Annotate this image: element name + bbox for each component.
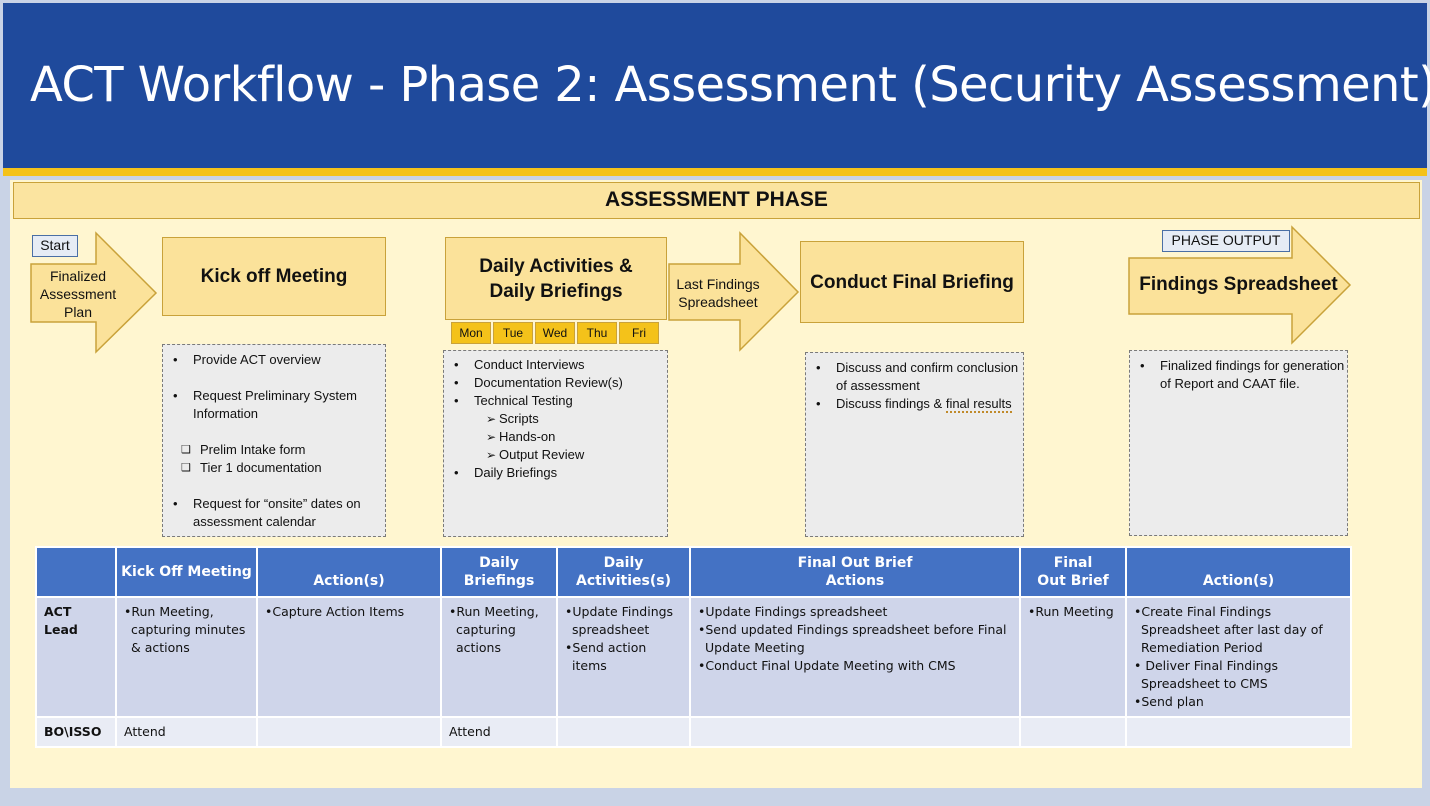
final-briefing-step: Conduct Final Briefing <box>800 241 1024 323</box>
table-cell <box>256 716 442 748</box>
findings-output-arrow <box>1128 225 1352 345</box>
kickoff-details-box: Provide ACT overview Request Preliminary… <box>162 344 386 537</box>
table-header-actions-final: Action(s) <box>1125 546 1352 598</box>
daily-detail-item: Daily Briefings <box>444 464 667 482</box>
table-cell: •Capture Action Items <box>256 596 442 718</box>
output-detail-item: Finalized findings for generation of Rep… <box>1130 357 1347 393</box>
table-cell: •Update Findings spreadsheet •Send actio… <box>556 596 691 718</box>
phase-banner: ASSESSMENT PHASE <box>13 182 1420 219</box>
daily-details-box: Conduct Interviews Documentation Review(… <box>443 350 668 537</box>
kickoff-meeting-step: Kick off Meeting <box>162 237 386 316</box>
last-findings-arrow-label: Last Findings Spreadsheet <box>676 276 760 310</box>
table-header-kickoff: Kick Off Meeting <box>115 546 258 598</box>
table-cell <box>556 716 691 748</box>
table-cell: Attend <box>115 716 258 748</box>
slide-title: ACT Workflow - Phase 2: Assessment (Secu… <box>30 57 1430 113</box>
table-header-actions: Action(s) <box>256 546 442 598</box>
table-cell: •Run Meeting, capturing actions <box>440 596 558 718</box>
findings-spreadsheet-label: Findings Spreadsheet <box>1139 274 1338 295</box>
final-detail-item: Discuss and confirm conclusion of assess… <box>806 359 1023 395</box>
day-thu: Thu <box>577 322 617 344</box>
daily-detail-item: Documentation Review(s) <box>444 374 667 392</box>
kickoff-detail-item: Request for “onsite” dates on assessment… <box>163 495 385 531</box>
daily-activities-step: Daily Activities & Daily Briefings <box>445 237 667 320</box>
day-tue: Tue <box>493 322 533 344</box>
table-cell <box>1019 716 1127 748</box>
table-cell: •Create Final Findings Spreadsheet after… <box>1125 596 1352 718</box>
final-briefing-details-box: Discuss and confirm conclusion of assess… <box>805 352 1024 537</box>
start-tag: Start <box>32 235 78 257</box>
row-label: BO\ISSO <box>35 716 117 748</box>
daily-detail-item: Technical Testing <box>444 392 667 410</box>
daily-sub-item: Scripts <box>444 410 667 428</box>
table-cell <box>689 716 1021 748</box>
phase-output-tag: PHASE OUTPUT <box>1162 230 1290 252</box>
table-cell: •Run Meeting <box>1019 596 1127 718</box>
table-cell <box>1125 716 1352 748</box>
table-header-daily-activities: Daily Activities(s) <box>556 546 691 598</box>
table-header-row: Kick Off Meeting Action(s) Daily Briefin… <box>35 546 1352 598</box>
row-label: ACT Lead <box>35 596 117 718</box>
title-bar <box>3 3 1427 168</box>
day-wed: Wed <box>535 322 575 344</box>
daily-sub-item: Hands-on <box>444 428 667 446</box>
output-details-box: Finalized findings for generation of Rep… <box>1129 350 1348 536</box>
kickoff-detail-item: Provide ACT overview <box>163 351 385 369</box>
spellcheck-underline: final results <box>945 396 1012 413</box>
table-cell: •Run Meeting, capturing minutes & action… <box>115 596 258 718</box>
start-arrow <box>30 231 158 354</box>
responsibility-table: Kick Off Meeting Action(s) Daily Briefin… <box>35 546 1352 748</box>
day-mon: Mon <box>451 322 491 344</box>
daily-detail-item: Conduct Interviews <box>444 356 667 374</box>
kickoff-detail-item: Request Preliminary System Information <box>163 387 385 423</box>
kickoff-checklist-item: Tier 1 documentation <box>163 459 385 477</box>
table-header-empty <box>35 546 117 598</box>
day-fri: Fri <box>619 322 659 344</box>
final-detail-item: Discuss findings & final results <box>806 395 1023 413</box>
last-findings-arrow <box>668 231 800 352</box>
table-cell: •Update Findings spreadsheet •Send updat… <box>689 596 1021 718</box>
kickoff-checklist-item: Prelim Intake form <box>163 441 385 459</box>
table-header-final-out-brief: Final Out Brief <box>1019 546 1127 598</box>
title-accent-stripe <box>3 168 1427 176</box>
table-row-act-lead: ACT Lead •Run Meeting, capturing minutes… <box>35 596 1352 718</box>
table-cell: Attend <box>440 716 558 748</box>
daily-sub-item: Output Review <box>444 446 667 464</box>
table-row-bo-isso: BO\ISSO Attend Attend <box>35 716 1352 748</box>
table-header-final-out-brief-actions: Final Out Brief Actions <box>689 546 1021 598</box>
table-header-daily-briefings: Daily Briefings <box>440 546 558 598</box>
start-arrow-label: Finalized Assessment Plan <box>39 268 117 320</box>
